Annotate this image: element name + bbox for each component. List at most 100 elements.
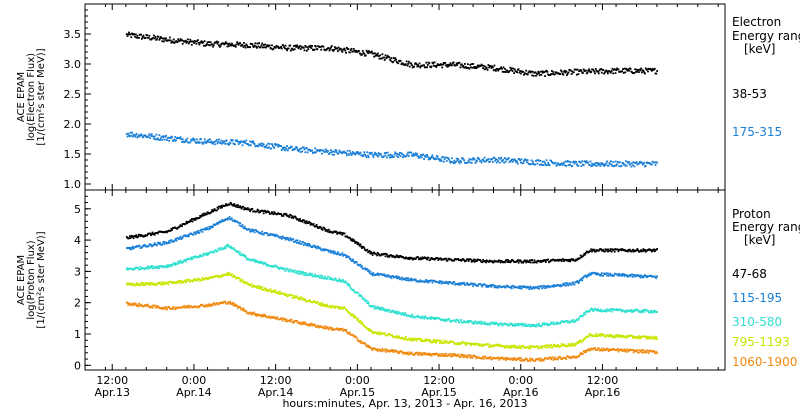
data-point — [514, 322, 517, 325]
data-point — [491, 358, 493, 361]
data-point — [164, 283, 167, 285]
data-point — [569, 260, 571, 263]
data-point — [216, 221, 219, 224]
data-point — [354, 335, 357, 338]
data-point — [504, 286, 507, 289]
data-point — [305, 271, 307, 274]
data-point — [237, 140, 239, 143]
data-point — [170, 41, 173, 44]
data-point — [652, 249, 655, 252]
data-point — [372, 156, 375, 158]
data-point — [531, 358, 534, 360]
data-point — [582, 72, 584, 74]
y-tick-label: 3.5 — [64, 28, 82, 41]
data-point — [288, 239, 291, 242]
data-point — [245, 43, 248, 46]
data-point — [631, 249, 633, 252]
data-point — [300, 296, 303, 299]
data-point — [233, 274, 236, 277]
data-point — [373, 55, 375, 58]
data-point — [271, 143, 273, 145]
data-point — [333, 153, 335, 156]
data-point — [240, 280, 242, 283]
data-point — [147, 305, 150, 307]
data-point — [458, 160, 460, 163]
data-point — [504, 157, 506, 159]
data-point — [225, 140, 227, 143]
data-point — [144, 235, 146, 238]
data-point — [371, 348, 373, 351]
data-point — [323, 249, 326, 252]
data-point — [391, 334, 394, 337]
data-point — [511, 70, 514, 72]
data-point — [607, 250, 609, 253]
data-point — [498, 345, 501, 347]
data-point — [534, 324, 537, 327]
data-point — [563, 260, 565, 262]
data-point — [290, 319, 293, 321]
data-point — [225, 42, 228, 45]
data-point — [458, 61, 461, 64]
data-point — [650, 249, 652, 251]
data-point — [596, 309, 599, 312]
data-point — [524, 325, 527, 327]
data-point — [215, 138, 218, 141]
data-point — [419, 66, 422, 69]
data-point — [249, 230, 251, 233]
data-point — [409, 279, 412, 282]
data-point — [509, 345, 512, 347]
data-point — [578, 317, 580, 320]
data-point — [294, 147, 297, 150]
data-point — [594, 72, 596, 75]
data-point — [616, 334, 618, 337]
data-point — [510, 285, 512, 288]
data-point — [425, 338, 428, 341]
data-point — [210, 140, 213, 143]
data-point — [432, 156, 434, 159]
data-point — [297, 218, 300, 221]
data-point — [179, 235, 182, 238]
data-point — [346, 284, 349, 287]
data-point — [574, 355, 577, 358]
data-point — [209, 227, 211, 230]
data-point — [136, 304, 139, 306]
data-point — [326, 326, 329, 329]
data-point — [409, 315, 412, 317]
data-point — [407, 62, 410, 65]
data-point — [405, 279, 407, 281]
data-point — [440, 282, 443, 285]
data-point — [620, 165, 623, 167]
data-point — [492, 66, 494, 69]
data-point — [307, 244, 310, 247]
data-point — [490, 67, 493, 69]
data-point — [457, 319, 459, 322]
data-point — [180, 138, 183, 141]
data-point — [504, 160, 507, 163]
data-point — [637, 249, 639, 252]
data-point — [541, 347, 543, 350]
data-point — [405, 313, 407, 316]
data-point — [352, 316, 355, 319]
data-point — [429, 316, 431, 319]
data-point — [290, 146, 293, 148]
data-point — [606, 248, 608, 251]
data-point — [650, 250, 653, 253]
data-point — [464, 63, 466, 65]
data-point — [381, 347, 384, 350]
data-point — [622, 349, 625, 352]
data-point — [407, 351, 410, 354]
data-point — [145, 282, 148, 284]
data-point — [349, 49, 352, 51]
data-point — [338, 278, 341, 280]
data-point — [224, 142, 226, 145]
data-point — [398, 152, 401, 154]
data-point — [399, 155, 402, 157]
data-point — [208, 141, 211, 144]
data-point — [529, 325, 531, 328]
data-point — [181, 236, 184, 239]
data-point — [327, 230, 329, 233]
data-point — [164, 39, 167, 41]
data-point — [206, 252, 209, 255]
data-point — [333, 151, 336, 153]
data-point — [225, 41, 227, 44]
